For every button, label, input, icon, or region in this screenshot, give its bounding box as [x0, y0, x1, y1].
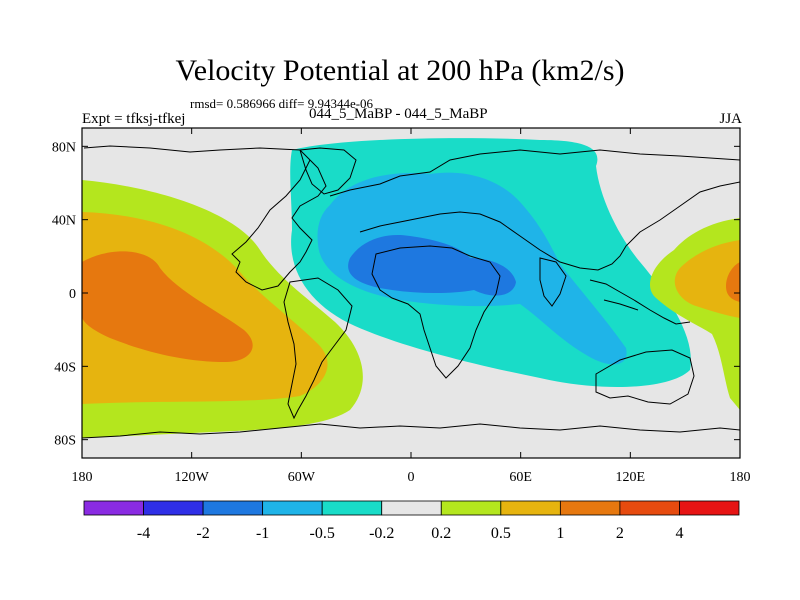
- coastline-australia: [595, 349, 695, 405]
- x-tick-label: 120W: [175, 470, 210, 485]
- colorbar-swatch: [202, 500, 264, 516]
- colorbar-label: -4: [137, 525, 150, 542]
- x-tick-label: 0: [408, 470, 415, 485]
- colorbar-swatch: [440, 500, 502, 516]
- y-tick-label: 40N: [52, 214, 76, 229]
- colorbar-label: 1: [556, 525, 564, 542]
- colorbar-swatch: [143, 500, 204, 516]
- y-tick-label: 0: [69, 287, 76, 302]
- colorbar-swatch: [262, 500, 323, 516]
- colorbar-swatch: [381, 500, 442, 516]
- coastlines: [82, 145, 740, 439]
- x-tick-label: 120E: [616, 470, 646, 485]
- chart-title: Velocity Potential at 200 hPa (km2/s): [175, 54, 625, 87]
- coastline-europe-asia: [329, 149, 740, 271]
- field-layer: [82, 138, 740, 438]
- x-tick-label: 60W: [288, 470, 316, 485]
- x-tick-label: 180: [730, 470, 751, 485]
- colorbar-label: -2: [196, 525, 209, 542]
- region-date-line-positive-mid: [674, 240, 740, 318]
- colorbar-label: -0.2: [369, 525, 394, 542]
- y-tick-label: 80S: [54, 434, 76, 449]
- colorbar-swatch: [500, 500, 561, 516]
- colorbar-swatch: [619, 500, 680, 516]
- colorbar-label: 0.2: [431, 525, 451, 542]
- coastline-south-america: [283, 277, 353, 420]
- x-tick-label: 180: [72, 470, 93, 485]
- y-tick-label: 80N: [52, 140, 76, 155]
- axis-layer: 180 120W 60W 0 60E 120E 180 80N 40N 0 40S 80S: [52, 128, 751, 485]
- colorbar-swatch: [679, 500, 740, 516]
- colorbar-swatch: [559, 500, 621, 516]
- colorbar-label: 2: [616, 525, 624, 542]
- case-label: 044_5_MaBP - 044_5_MaBP: [309, 106, 488, 122]
- y-tick-label: 40S: [54, 360, 76, 375]
- colorbar-layer: -4 -2 -1 -0.5 -0.2 0.2 0.5 1 2 4: [83, 500, 740, 542]
- colorbar-label: 0.5: [491, 525, 511, 542]
- coastline-antarctica: [82, 423, 740, 439]
- colorbar-label: -1: [256, 525, 269, 542]
- coastline-greenland: [299, 147, 357, 195]
- colorbar-swatch: [83, 500, 144, 516]
- colorbar-swatch: [321, 500, 383, 516]
- coastline-north-america: [83, 145, 327, 291]
- coastline-southeast-asia: [589, 279, 691, 325]
- region-date-line-positive-core: [726, 262, 740, 302]
- coastline-africa: [371, 245, 501, 379]
- experiment-label: Expt = tfksj-tfkej: [82, 111, 186, 127]
- stats-label: rmsd= 0.586966 diff= 9.94344e-06: [190, 96, 374, 111]
- colorbar-label: -0.5: [310, 525, 335, 542]
- x-tick-label: 60E: [509, 470, 532, 485]
- season-label: JJA: [719, 111, 742, 127]
- coastline-india: [539, 257, 567, 307]
- region-pacific-positive-core: [82, 251, 253, 362]
- colorbar-label: 4: [675, 525, 683, 542]
